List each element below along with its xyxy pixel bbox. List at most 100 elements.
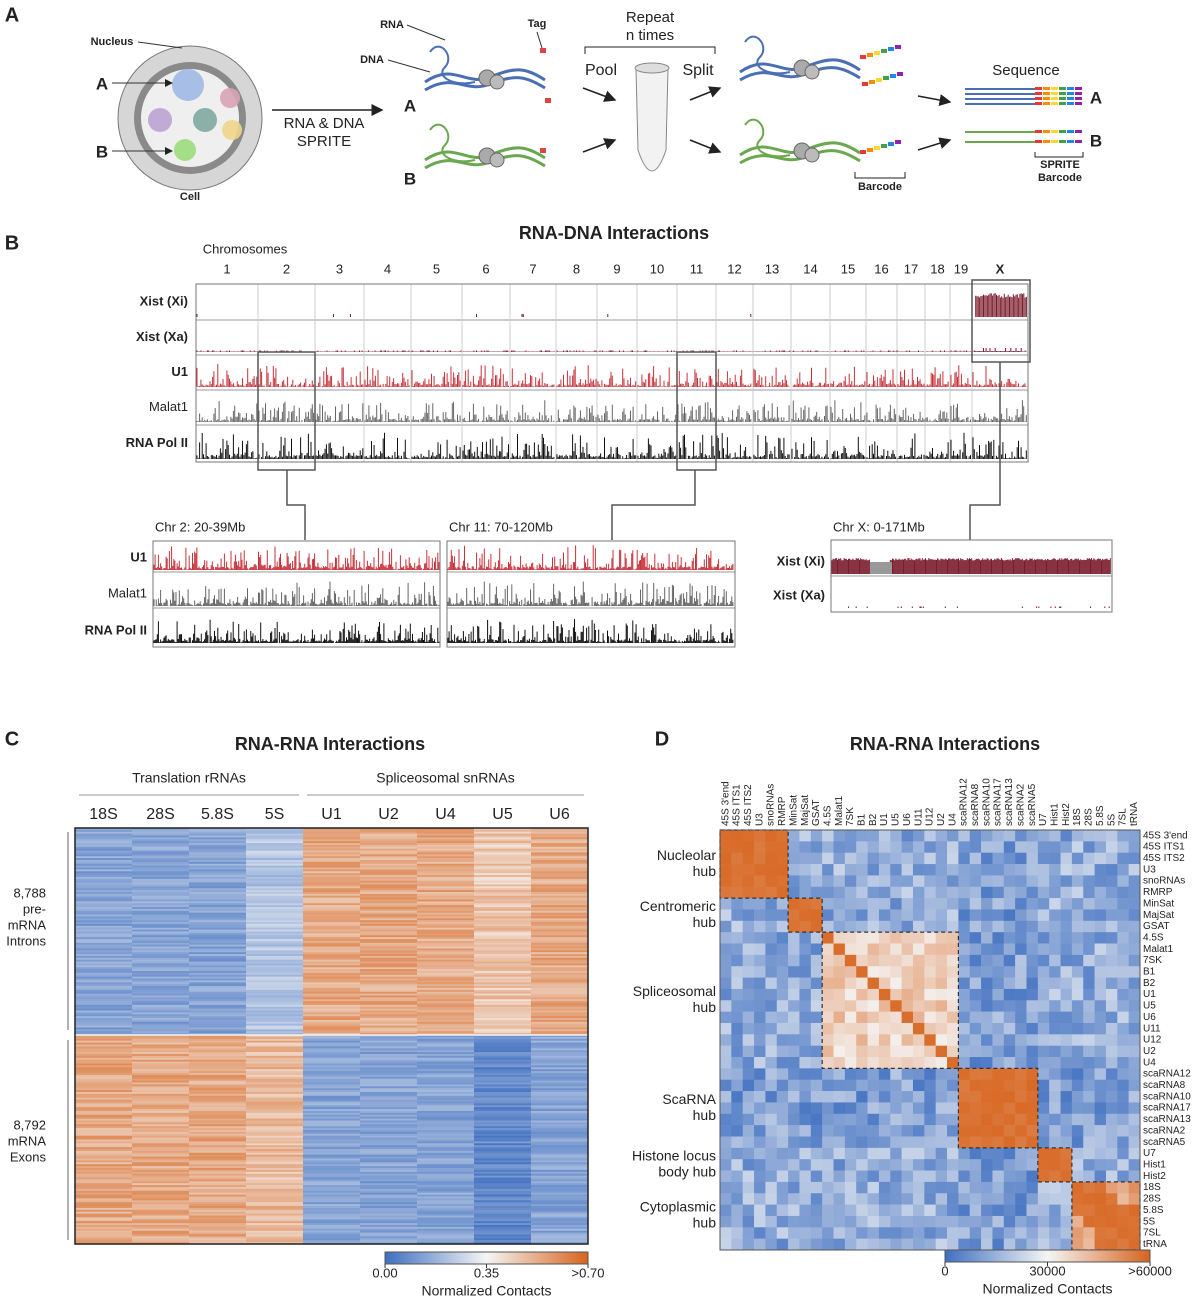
heatmap-cell [856,898,868,910]
heatmap-cell [981,1113,993,1126]
heatmap-cell [878,966,891,978]
label: RNA [380,19,404,31]
row-label: MinSat [1143,898,1174,909]
row-label: U1 [1143,989,1156,1000]
chromosome-label: 13 [765,261,779,276]
heatmap-cell [531,1217,589,1220]
heatmap-cell [246,1080,304,1084]
heatmap-cell [417,1207,475,1211]
heatmap-cell [75,1164,133,1167]
heatmap-cell [474,852,532,855]
heatmap-cell [1128,909,1141,922]
heatmap-cell [75,1169,133,1173]
heatmap-cell [742,1068,755,1081]
heatmap-cell [417,907,475,910]
heatmap-cell [531,1207,589,1211]
heatmap-cell [912,1011,925,1024]
heatmap-cell [856,954,868,967]
signal-track [972,400,1027,422]
heatmap-cell [132,1234,190,1237]
heatmap-cell [132,1217,190,1220]
heatmap-cell [189,1095,247,1099]
row-label: 28S [1143,1194,1161,1205]
heatmap-cell [417,837,475,840]
heatmap-cell [935,909,948,922]
heatmap-cell [531,1223,589,1226]
heatmap-cell [531,1158,589,1161]
heatmap-cell [1049,1022,1061,1035]
heatmap-cell [924,954,936,967]
heatmap-cell [1015,1181,1027,1194]
heatmap-cell [75,1003,133,1006]
column-label: scaRNA2 [1015,783,1026,826]
heatmap-cell [531,1173,589,1177]
heatmap-cell [833,1238,846,1251]
heatmap-cell [189,910,247,914]
heatmap-cell [360,1040,418,1044]
heatmap-cell [132,1012,190,1015]
heatmap-cell [531,1021,589,1025]
heatmap-cell [360,899,418,902]
row-label: tRNA [1143,1239,1167,1250]
heatmap-cell [417,1154,475,1158]
heatmap-cell [75,1018,133,1021]
heatmap-cell [132,861,190,865]
heatmap-cell [474,1035,532,1038]
heatmap-cell [189,1101,247,1104]
heatmap-cell [474,984,532,987]
heatmap-cell [1083,830,1095,842]
heatmap-cell [878,841,891,853]
bracket [854,172,906,179]
signal-track [677,402,715,422]
heatmap-cell [901,1193,914,1205]
heatmap-cell [1049,920,1061,933]
heatmap-cell [981,977,993,990]
heatmap-cell [969,841,982,853]
heatmap-cell [132,863,190,867]
heatmap-cell [474,843,532,846]
heatmap-cell [1083,932,1095,944]
heatmap-cell [788,988,800,1001]
heatmap-cell [901,932,914,944]
heatmap-cell [531,997,589,1000]
heatmap-cell [246,1036,304,1040]
heatmap-cell [474,841,532,844]
heatmap-cell [890,1159,902,1171]
heatmap-cell [75,980,133,983]
barcode-tag [860,55,866,59]
heatmap-cell [303,1107,361,1110]
heatmap-cell [303,833,361,837]
heatmap-cell [776,988,789,1001]
heatmap-cell [417,963,475,966]
heatmap-cell [474,1038,532,1042]
heatmap-cell [474,1004,532,1008]
signal-track [196,401,258,422]
heatmap-cell [303,1055,361,1059]
heatmap-cell [1003,1125,1016,1137]
heatmap-cell [531,1008,589,1012]
heatmap-cell [474,1198,532,1201]
track-label: RNA Pol II [126,435,188,450]
heatmap-cell [810,1057,823,1069]
heatmap-cell [992,909,1005,922]
heatmap-cell [360,1226,418,1230]
heatmap-cell [474,882,532,886]
heatmap-cell [1049,1215,1061,1228]
heatmap-cell [189,1120,247,1123]
heatmap-cell [822,977,834,990]
heatmap-cell [75,1152,133,1156]
heatmap-cell [189,1080,247,1084]
heatmap-cell [833,1136,846,1149]
heatmap-cell [75,925,133,929]
heatmap-cell [360,1063,418,1066]
heatmap-cell [1128,1181,1141,1194]
heatmap-cell [1094,1034,1107,1046]
heatmap-cell [303,910,361,914]
heatmap-cell [360,1183,418,1186]
heatmap-cell [246,873,304,876]
heatmap-cell [531,1071,589,1074]
heatmap-cell [189,1065,247,1068]
heatmap-cell [754,977,766,990]
heatmap-cell [833,954,846,967]
heatmap-cell [360,882,418,886]
